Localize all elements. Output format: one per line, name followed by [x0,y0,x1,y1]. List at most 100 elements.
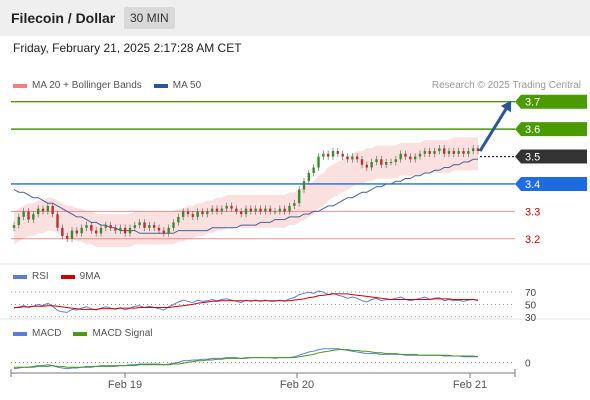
ma20-legend-swatch [13,83,27,88]
macd-legend: MACD MACD Signal [13,328,164,339]
candle-body [297,189,301,204]
candle-body [12,225,16,228]
candle-body [56,214,59,228]
candle-body [264,208,267,212]
rsi-ma-legend-label: 9MA [79,271,101,282]
candle-body [235,208,238,212]
level-label-3.7: 3.7 [525,97,540,109]
rsi-legend: RSI 9MA [13,271,112,282]
rsi-tick-30: 30 [525,313,537,324]
candle-body [133,225,137,228]
candle-body [244,208,248,215]
candle-body [201,211,204,215]
candle-body [322,153,325,157]
macd-legend-swatch [13,331,27,336]
candle-body [17,216,21,226]
level-label-3.6: 3.6 [525,124,540,136]
candle-body [409,156,412,160]
candle-body [215,208,219,212]
candle-body [206,211,209,215]
candle-body [389,162,393,164]
candle-body [177,216,180,223]
interval-badge[interactable]: 30 MIN [124,7,175,29]
level-label-3.4: 3.4 [525,179,540,191]
candle-body [293,203,296,206]
candle-body [346,156,349,160]
candle-body [119,227,122,231]
candle-body [70,230,74,239]
candle-body [143,222,146,228]
candle-body [447,151,451,154]
candle-body [114,227,117,231]
candle-body [442,148,446,154]
rsi-series-0 [13,290,479,313]
candle-body [360,159,364,165]
candle-body [423,151,427,154]
macd-legend-label: MACD [32,328,62,339]
x-tick-label: Feb 19 [108,379,142,391]
chart-header: Filecoin / Dollar 30 MIN [0,0,590,36]
candle-body [22,211,25,217]
candle-body [123,227,127,234]
candle-body [191,214,195,217]
candle-body [172,222,175,228]
candle-body [27,211,30,220]
candle-body [162,230,166,234]
candle-body [331,151,335,157]
candle-body [428,151,431,154]
macd-signal-legend-label: MACD Signal [92,328,153,339]
candle-body [36,208,40,215]
candle-body [80,227,83,234]
candle-body [196,211,199,217]
candle-body [457,151,460,154]
credit-text: Research © 2025 Trading Central [431,80,581,91]
candle-body [32,214,35,220]
candle-body [259,208,262,212]
main-legend: MA 20 + Bollinger Bands MA 50 [13,80,213,91]
candle-body [404,153,407,157]
candle-body [138,222,141,226]
candle-body [254,208,257,212]
rsi-ma-legend-swatch [60,274,75,279]
candle-body [273,211,277,213]
candle-body [167,227,170,234]
candle-body [128,227,132,234]
ma50-legend-swatch [153,83,168,88]
level-label-3.5: 3.5 [525,152,540,164]
candle-body [418,153,422,157]
candle-body [186,211,190,215]
candle-body [46,205,50,212]
candle-body [341,153,344,157]
level-box-3.5 [515,149,587,164]
candle-body [99,227,103,234]
level-box-3.6 [515,122,587,137]
candle-body [268,208,272,212]
level-label-3.3: 3.3 [525,206,540,218]
candle-body [370,162,373,168]
candle-body [94,230,98,234]
rsi-series-1 [14,293,479,310]
candle-body [65,236,69,239]
candle-body [355,156,359,160]
macd-tick-0: 0 [525,358,531,369]
candle-body [384,162,388,165]
timestamp: Friday, February 21, 2025 2:17:28 AM CET [13,41,242,55]
candle-body [399,153,402,160]
candle-body [51,205,54,215]
candle-body [462,151,465,154]
rsi-legend-label: RSI [32,271,49,282]
level-box-3.7 [515,94,587,109]
candle-body [394,159,398,163]
candle-body [433,151,436,154]
candle-body [181,211,185,217]
x-tick-label: Feb 20 [280,379,314,391]
candle-body [61,227,64,237]
candle-body [438,148,441,152]
candle-body [249,208,253,212]
candle-body [157,227,161,231]
bollinger-band [14,137,478,247]
rsi-legend-swatch [13,274,27,279]
candle-body [351,156,354,160]
candle-body [375,159,378,163]
